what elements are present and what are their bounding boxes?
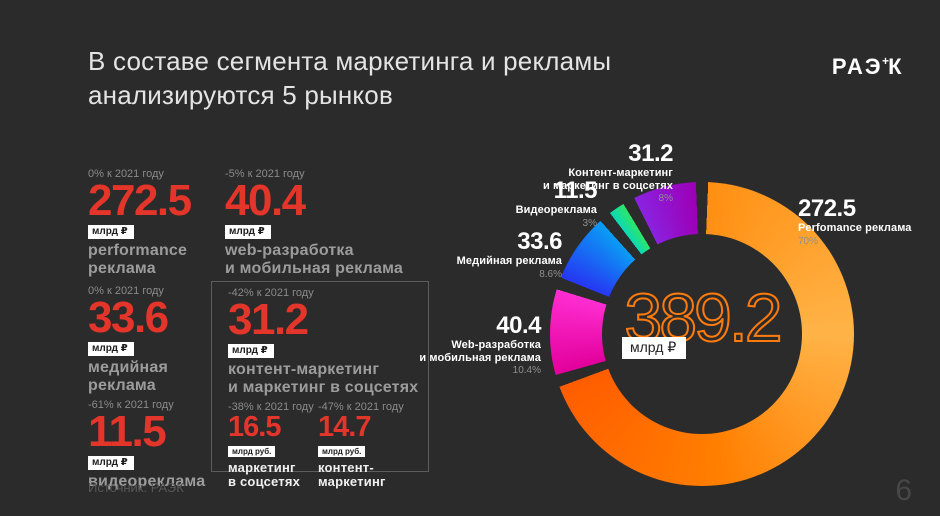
- chart-label-value: 40.4: [496, 312, 541, 339]
- chart-center-unit-badge: млрд ₽: [622, 337, 687, 359]
- stat-value: 272.5: [88, 176, 192, 225]
- stat-unit-badge: млрд ₽: [228, 344, 274, 359]
- chart-label-text: Контент-маркетинг и маркетинг в соцсетях: [542, 167, 673, 192]
- stat-delta: -5% к 2021 году: [225, 168, 305, 180]
- page-number: 6: [895, 474, 912, 507]
- chart-label-media-ads: 33.6 Медийная реклама 8.6%: [456, 228, 563, 280]
- stat-value: 31.2: [228, 295, 309, 344]
- logo-text-left: РАЭ: [831, 54, 884, 79]
- stat-delta: 0% к 2021 году: [88, 168, 164, 180]
- stat-content-marketing-smm: -42% к 2021 году 31.2 млрд ₽ контент-мар…: [228, 287, 418, 397]
- stat-label: видеореклама: [88, 473, 206, 491]
- chart-center-value: 389.2: [623, 280, 783, 356]
- stat-value: 33.6: [88, 293, 169, 342]
- stat-smm: -38% к 2021 году 16.5 млрд руб. маркетин…: [228, 401, 314, 489]
- stat-delta: -42% к 2021 году: [228, 287, 314, 299]
- chart-label-percent: 8.6%: [539, 268, 562, 280]
- chart-label-performance-ads: 272.5 Perfomance реклама 70%: [798, 197, 912, 247]
- chart-label-percent: 70%: [798, 235, 819, 247]
- stat-delta: -47% к 2021 году: [318, 401, 404, 413]
- stat-unit-badge: млрд ₽: [88, 456, 134, 471]
- stat-label: web-разработка и мобильная реклама: [225, 242, 404, 278]
- logo-text-right: К: [888, 54, 904, 79]
- chart-label-web-dev: 40.4 Web-разработка и мобильная реклама …: [419, 312, 541, 377]
- stat-label: контент-маркетинг и маркетинг в соцсетях: [228, 361, 419, 397]
- chart-label-text: Видеореклама: [515, 204, 597, 216]
- chart-label-text: Медийная реклама: [456, 255, 562, 267]
- chart-label-value: 11.5: [553, 177, 598, 204]
- stat-label: маркетинг в соцсетях: [228, 459, 301, 489]
- stat-value: 11.5: [88, 407, 167, 456]
- stat-unit-badge: млрд руб.: [228, 445, 276, 457]
- stat-label: медийная реклама: [88, 359, 169, 395]
- logo-plus-mark: +: [882, 54, 890, 68]
- stat-content-marketing: -47% к 2021 году 14.7 млрд руб. контент-…: [318, 401, 404, 489]
- chart-label-content-marketing: 31.2 Контент-маркетинг и маркетинг в соц…: [542, 140, 674, 205]
- chart-label-percent: 3%: [582, 217, 597, 229]
- chart-label-text: Perfomance реклама: [798, 222, 912, 234]
- stat-delta: -61% к 2021 году: [88, 399, 174, 411]
- stat-delta: 0% к 2021 году: [88, 285, 164, 297]
- source-note: Источник: РАЭК: [88, 480, 184, 495]
- stat-label: контент- маркетинг: [318, 459, 386, 489]
- stat-web-dev-mobile-ads: -5% к 2021 году 40.4 млрд ₽ web-разработ…: [225, 168, 403, 278]
- stat-value: 14.7: [318, 411, 371, 443]
- chart-label-value: 272.5: [798, 195, 856, 222]
- stat-unit-badge: млрд ₽: [88, 225, 134, 240]
- donut-hole: [602, 234, 802, 434]
- stat-unit-badge: млрд руб.: [318, 445, 366, 457]
- stat-media-ads: 0% к 2021 году 33.6 млрд ₽ медийная рекл…: [88, 285, 169, 395]
- stat-performance-ads: 0% к 2021 году 272.5 млрд ₽ performance …: [88, 168, 192, 278]
- chart-label-video-ads: 11.5 Видеореклама 3%: [515, 177, 598, 229]
- stat-value: 40.4: [225, 176, 306, 225]
- stat-unit-badge: млрд ₽: [225, 225, 271, 240]
- chart-label-value: 31.2: [628, 140, 673, 167]
- stat-delta: -38% к 2021 году: [228, 401, 314, 413]
- chart-label-percent: 8%: [658, 193, 673, 205]
- chart-label-value: 33.6: [517, 228, 562, 255]
- chart-label-percent: 10.4%: [512, 365, 541, 377]
- donut-chart: 389.2 389.2 млрд ₽: [550, 182, 854, 486]
- stat-unit-badge: млрд ₽: [88, 342, 134, 357]
- stat-video-ads: -61% к 2021 году 11.5 млрд ₽ видеореклам…: [88, 399, 205, 491]
- raec-logo: РАЭ+К: [832, 54, 904, 80]
- chart-label-text: Web-разработка и мобильная реклама: [419, 339, 541, 364]
- page-title: В составе сегмента маркетинга и рекламы …: [88, 46, 612, 111]
- stat-label: performance реклама: [88, 242, 188, 278]
- stat-value: 16.5: [228, 411, 281, 443]
